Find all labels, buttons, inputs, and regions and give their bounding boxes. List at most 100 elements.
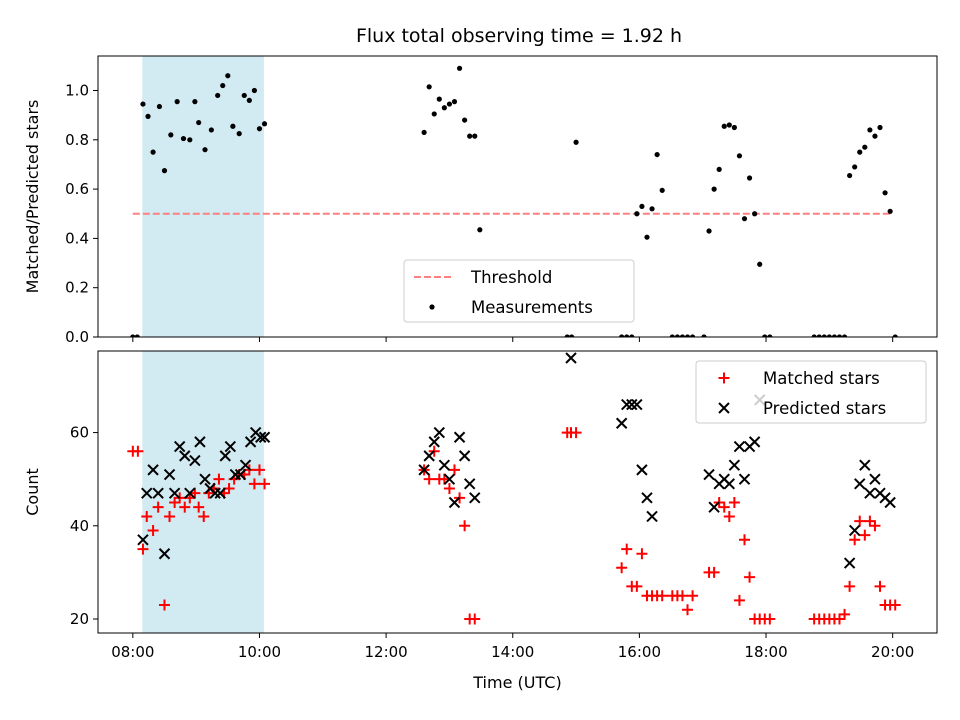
measurement-point [841, 334, 848, 337]
matched-star-point [869, 520, 881, 532]
predicted-star-point [859, 459, 871, 471]
measurement-point [684, 334, 691, 337]
predicted-star-point [234, 468, 247, 481]
measurement-point [246, 97, 252, 103]
x-tick-label: 12:00 [364, 643, 407, 661]
legend-predicted-swatch [718, 402, 730, 414]
measurement-point [711, 186, 717, 192]
measurement-point [134, 334, 140, 337]
matched-star-point [621, 543, 633, 555]
measurement-point [624, 334, 630, 337]
measurement-point [757, 261, 763, 267]
matched-star-point [849, 534, 861, 546]
matched-star-point [656, 590, 668, 602]
matched-star-point [874, 580, 886, 592]
measurement-point [446, 101, 453, 107]
matched-star-point [132, 445, 144, 457]
x-tick-label: 18:00 [744, 643, 787, 661]
matched-star-point [443, 483, 455, 495]
matched-star-point [164, 510, 176, 522]
y-tick-label: 1.0 [65, 82, 89, 100]
matched-star-point [718, 501, 730, 513]
measurement-point [674, 334, 680, 337]
predicted-star-point [631, 398, 643, 411]
measurement-point [892, 334, 898, 337]
legend-label: Matched stars [763, 369, 880, 388]
predicted-star-point [137, 534, 149, 546]
measurement-point [857, 149, 863, 155]
measurement-point [241, 92, 247, 99]
predicted-star-point [626, 398, 638, 411]
matched-star-point [448, 464, 460, 476]
measurement-point [472, 133, 478, 139]
measurement-point [826, 334, 832, 337]
measurement-point [236, 131, 242, 137]
matched-star-point [744, 571, 756, 583]
legend: Threshold Measurements [403, 259, 635, 323]
predicted-star-point [179, 450, 191, 462]
predicted-star-point [864, 487, 876, 499]
x-axis-label: Time (UTC) [472, 673, 561, 692]
matched-star-point [179, 501, 191, 513]
measurement-point [573, 139, 579, 145]
measurement-point [741, 216, 748, 222]
measurement-point [431, 111, 437, 117]
predicted-star-point [255, 431, 267, 443]
measurement-point [569, 334, 575, 337]
measurement-point [168, 132, 174, 138]
y-axis-label: Count [23, 468, 42, 516]
predicted-star-point [848, 524, 861, 537]
matched-star-point [739, 534, 751, 546]
measurement-point [716, 166, 722, 172]
measurement-point [256, 126, 263, 132]
measurement-point [477, 227, 483, 233]
legend: Matched stars Predicted stars [695, 360, 927, 424]
measurement-point [882, 190, 888, 196]
matched-star-point [682, 604, 694, 616]
matched-star-point [676, 590, 688, 602]
plot-area [130, 65, 898, 337]
measurement-point [679, 334, 686, 337]
measurement-point [736, 153, 743, 159]
measurement-point [659, 187, 665, 193]
predicted-star-point [854, 478, 866, 490]
measurement-point [150, 149, 156, 155]
matched-star-point [636, 548, 648, 560]
predicted-star-point [463, 478, 476, 490]
chart-title: Flux total observing time = 1.92 h [356, 25, 682, 47]
measurement-point [161, 168, 168, 174]
measurement-point [251, 87, 258, 94]
measurement-point [731, 124, 737, 131]
predicted-star-point [194, 436, 206, 448]
y-tick-label: 20 [70, 610, 89, 628]
x-tick-label: 10:00 [238, 643, 281, 661]
matched-star-point [687, 590, 699, 602]
axes-frame [97, 350, 938, 634]
legend-matched-swatch [718, 372, 730, 384]
predicted-star-point [723, 478, 736, 490]
bottom-panel-counts: 20 40 60 08:00 10:00 12:00 14:00 16:00 18:00 20:0… [23, 350, 938, 692]
measurement-point [230, 123, 236, 129]
highlight-span [142, 351, 264, 633]
predicted-star-point [469, 492, 481, 504]
predicted-star-point [173, 440, 186, 453]
series-matched-stars [127, 427, 901, 625]
predicted-star-point [636, 464, 648, 476]
predicted-star-point [433, 426, 446, 439]
predicted-star-point [869, 473, 881, 485]
measurement-point [654, 151, 660, 158]
predicted-star-point [453, 431, 466, 443]
matched-star-point [248, 478, 260, 490]
matched-star-point [259, 478, 271, 490]
x-tick-label: 16:00 [618, 643, 661, 661]
matched-star-point [839, 608, 851, 620]
measurement-point [462, 117, 468, 123]
measurement-point [215, 92, 221, 99]
y-tick-label: 0.8 [65, 131, 89, 149]
predicted-star-point [443, 473, 456, 485]
measurement-point [156, 103, 163, 110]
y-tick-label: 60 [70, 424, 89, 442]
y-tick-label: 0.0 [65, 328, 89, 346]
measurement-point [426, 84, 432, 90]
